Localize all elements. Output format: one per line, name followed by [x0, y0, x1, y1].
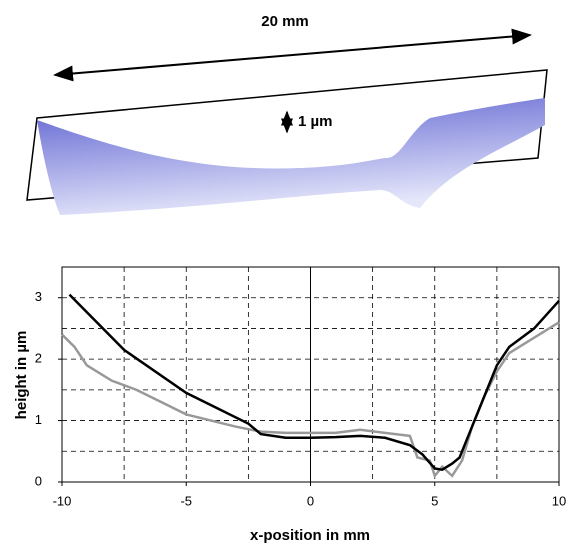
- x-tick-label: 0: [307, 493, 314, 508]
- x-tick-label: 10: [552, 493, 566, 508]
- y-tick-label: 1: [35, 412, 42, 427]
- ribbon: [37, 98, 545, 215]
- y-axis-title: height in µm: [13, 331, 30, 420]
- plane: [26, 69, 548, 201]
- x-tick-label: 5: [431, 493, 438, 508]
- y-tick-label: 3: [35, 289, 42, 304]
- y-tick-label: 2: [35, 351, 42, 366]
- y-tick-label: 0: [35, 473, 42, 488]
- series-line: [68, 293, 560, 472]
- height-label: 1 µm: [298, 113, 333, 130]
- x-axis-title: x-position in mm: [250, 527, 370, 544]
- surface-render: 20 mm 1 µm: [26, 13, 548, 215]
- length-arrow: [53, 28, 532, 82]
- x-tick-label: -10: [53, 493, 72, 508]
- x-tick-label: -5: [180, 493, 192, 508]
- length-label: 20 mm: [261, 13, 309, 30]
